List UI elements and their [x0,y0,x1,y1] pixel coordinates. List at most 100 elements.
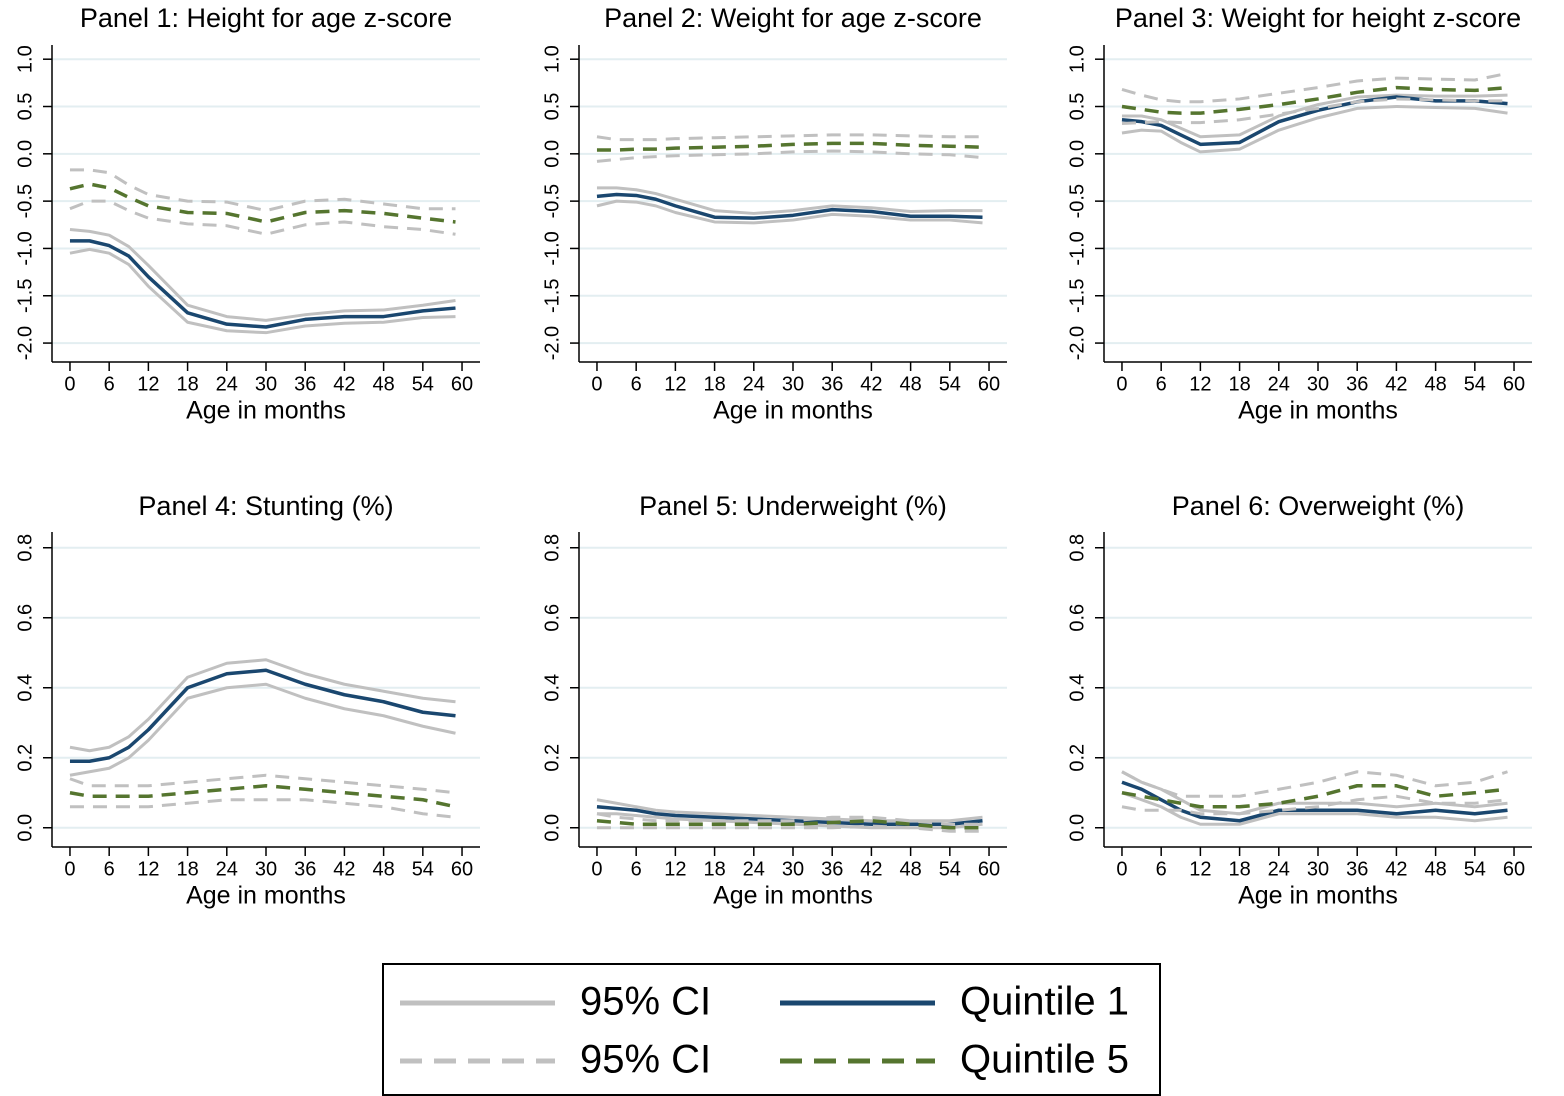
x-tick-label: 12 [137,373,159,395]
line [1121,770,1508,798]
x-tick-label: 6 [1156,373,1167,395]
line [1121,770,1508,816]
y-tick-label: 0.8 [1066,534,1088,562]
y-tick-label: 1.0 [541,45,563,73]
x-tick-label: 0 [1116,858,1127,880]
x-tick-label: 54 [1464,858,1486,880]
x-axis-label: Age in months [1238,882,1398,910]
line [1121,791,1508,826]
x-tick-label: 54 [939,373,961,395]
x-axis-label: Age in months [713,882,873,910]
y-tick-label: 0.0 [1066,814,1088,842]
line [596,812,983,830]
line [596,141,983,152]
x-tick-label: 24 [216,373,238,395]
y-tick-label: 0.2 [14,744,36,772]
panel-title: Panel 5: Underweight (%) [639,491,947,521]
x-tick-label: 48 [372,373,394,395]
x-tick-label: 54 [412,373,434,395]
y-tick-label: -2.0 [541,326,563,360]
y-tick-label: -2.0 [1066,326,1088,360]
x-tick-label: 48 [1424,373,1446,395]
x-tick-label: 60 [1503,858,1525,880]
y-tick-label: -1.0 [541,231,563,265]
x-tick-label: 60 [978,373,1000,395]
line [69,168,456,213]
x-tick-label: 30 [1307,858,1329,880]
x-tick-label: 42 [860,858,882,880]
x-tick-label: 12 [1189,858,1211,880]
y-tick-label: -0.5 [14,184,36,218]
y-tick-label: -1.5 [541,279,563,313]
panel-title: Panel 1: Height for age z-score [80,3,452,33]
y-tick-label: 0.5 [1066,93,1088,121]
line [1121,780,1508,823]
y-tick-label: 0.0 [14,814,36,842]
line [69,784,456,809]
x-tick-label: 30 [782,858,804,880]
x-tick-label: 48 [899,373,921,395]
line [69,199,456,236]
panel-title: Panel 4: Stunting (%) [138,491,393,521]
x-tick-label: 54 [412,858,434,880]
x-tick-label: 0 [64,373,75,395]
x-tick-label: 36 [294,858,316,880]
y-tick-label: 0.8 [541,534,563,562]
y-tick-label: 0.8 [14,534,36,562]
y-tick-label: 0.6 [541,604,563,632]
line [69,668,456,763]
y-tick-label: 0.5 [14,93,36,121]
x-axis-label: Age in months [186,397,346,425]
line [69,773,456,795]
x-tick-label: 6 [1156,858,1167,880]
x-tick-label: 60 [451,858,473,880]
legend-label: Quintile 5 [960,1038,1129,1082]
x-tick-label: 54 [1464,373,1486,395]
x-tick-label: 48 [372,858,394,880]
x-tick-label: 18 [703,373,725,395]
x-tick-label: 0 [1116,373,1127,395]
x-tick-label: 42 [860,373,882,395]
line [69,682,456,777]
y-tick-label: 0.0 [14,140,36,168]
y-tick-label: 1.0 [14,45,36,73]
y-tick-label: 0.4 [1066,674,1088,702]
x-tick-label: 30 [255,373,277,395]
line [69,182,456,224]
x-tick-label: 30 [782,373,804,395]
x-tick-label: 12 [1189,373,1211,395]
y-tick-label: 0.2 [541,744,563,772]
legend-label: 95% CI [580,980,711,1024]
x-tick-label: 36 [1346,858,1368,880]
y-tick-label: -2.0 [14,326,36,360]
line [596,798,983,823]
y-tick-label: 0.2 [1066,744,1088,772]
line [596,192,983,220]
y-tick-label: 0.6 [1066,604,1088,632]
x-tick-label: 30 [1307,373,1329,395]
y-tick-label: 1.0 [1066,45,1088,73]
y-tick-label: -1.0 [14,231,36,265]
x-tick-label: 42 [1385,373,1407,395]
x-tick-label: 54 [939,858,961,880]
x-tick-label: 24 [743,373,765,395]
x-tick-label: 18 [703,858,725,880]
x-tick-label: 42 [1385,858,1407,880]
x-tick-label: 6 [104,858,115,880]
line [1121,93,1508,139]
x-tick-label: 36 [821,858,843,880]
y-tick-label: -1.5 [1066,279,1088,313]
x-tick-label: 12 [137,858,159,880]
line [596,149,983,163]
x-tick-label: 0 [591,373,602,395]
y-tick-label: -0.5 [1066,184,1088,218]
x-tick-label: 60 [978,858,1000,880]
y-tick-label: 0.6 [14,604,36,632]
x-tick-label: 42 [333,858,355,880]
x-tick-label: 12 [664,373,686,395]
panel-title: Panel 2: Weight for age z-score [604,3,982,33]
y-tick-label: 0.4 [14,674,36,702]
x-tick-label: 36 [1346,373,1368,395]
x-tick-label: 36 [821,373,843,395]
